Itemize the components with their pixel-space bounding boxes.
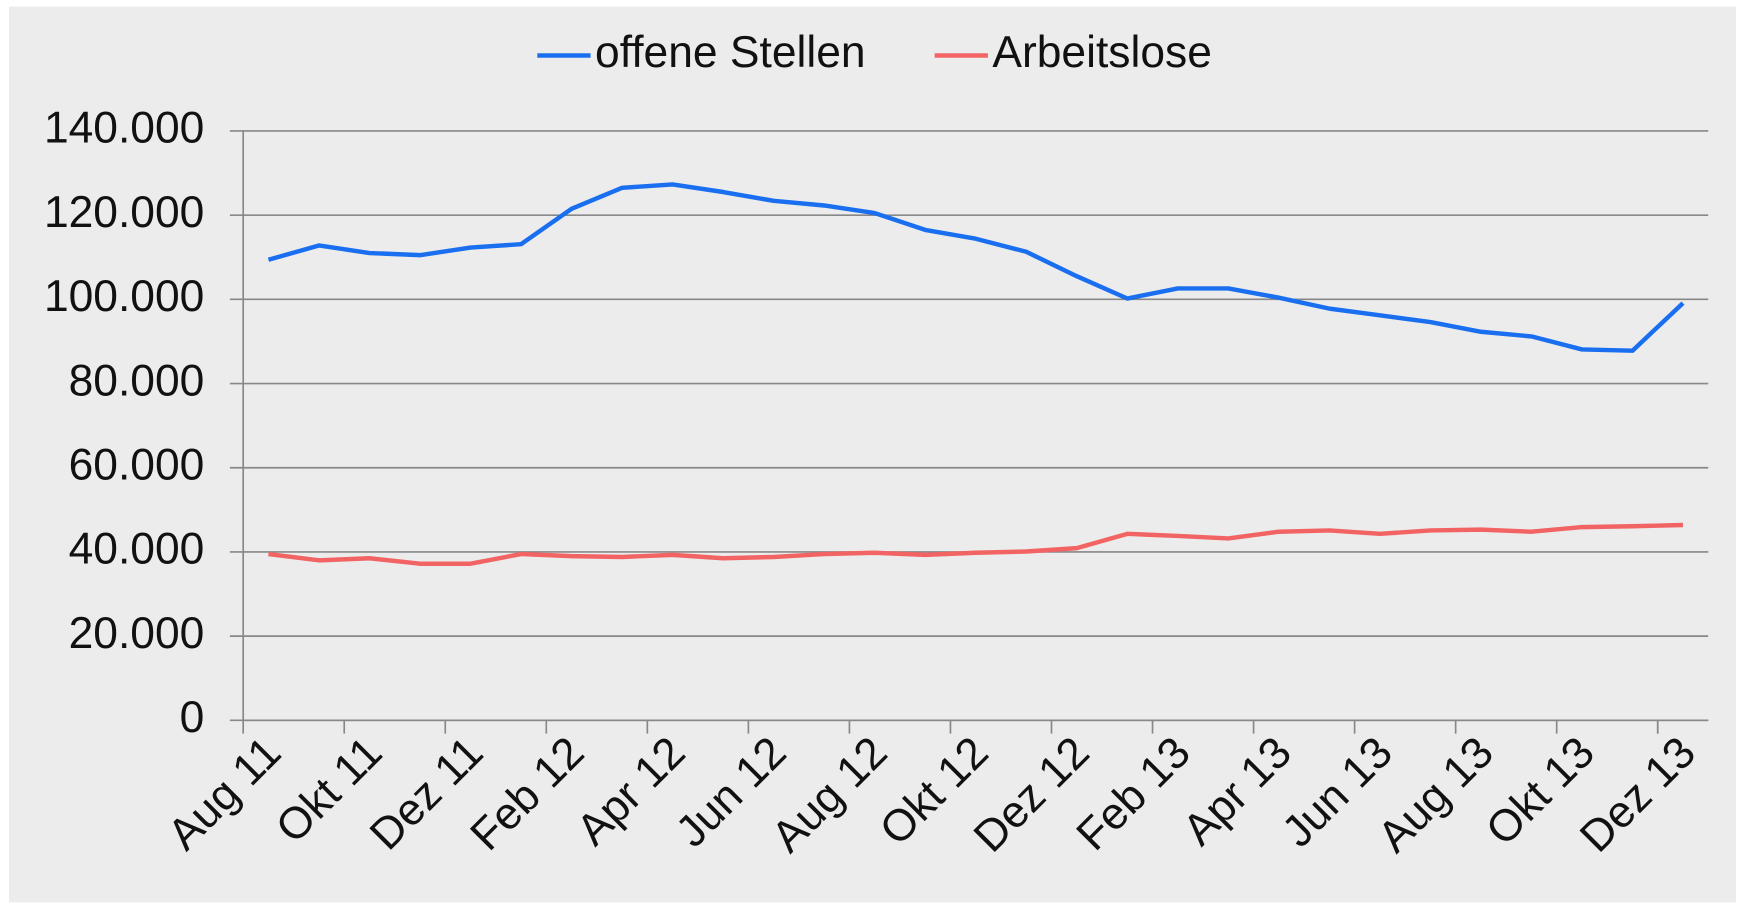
y-tick-label: 20.000	[69, 609, 205, 658]
y-tick-label: 120.000	[44, 188, 204, 237]
y-tick-label: 80.000	[69, 356, 205, 405]
y-tick-label: 60.000	[69, 440, 205, 489]
y-tick-label: 0	[180, 693, 205, 742]
y-tick-label: 100.000	[44, 272, 204, 321]
chart-background	[9, 6, 1736, 903]
series-line	[267, 182, 1685, 353]
series-line	[268, 522, 1684, 566]
y-tick-label: 140.000	[44, 104, 204, 153]
legend-label: Arbeitslose	[992, 28, 1212, 77]
y-tick-label: 40.000	[69, 525, 205, 574]
legend-label: offene Stellen	[595, 28, 866, 77]
